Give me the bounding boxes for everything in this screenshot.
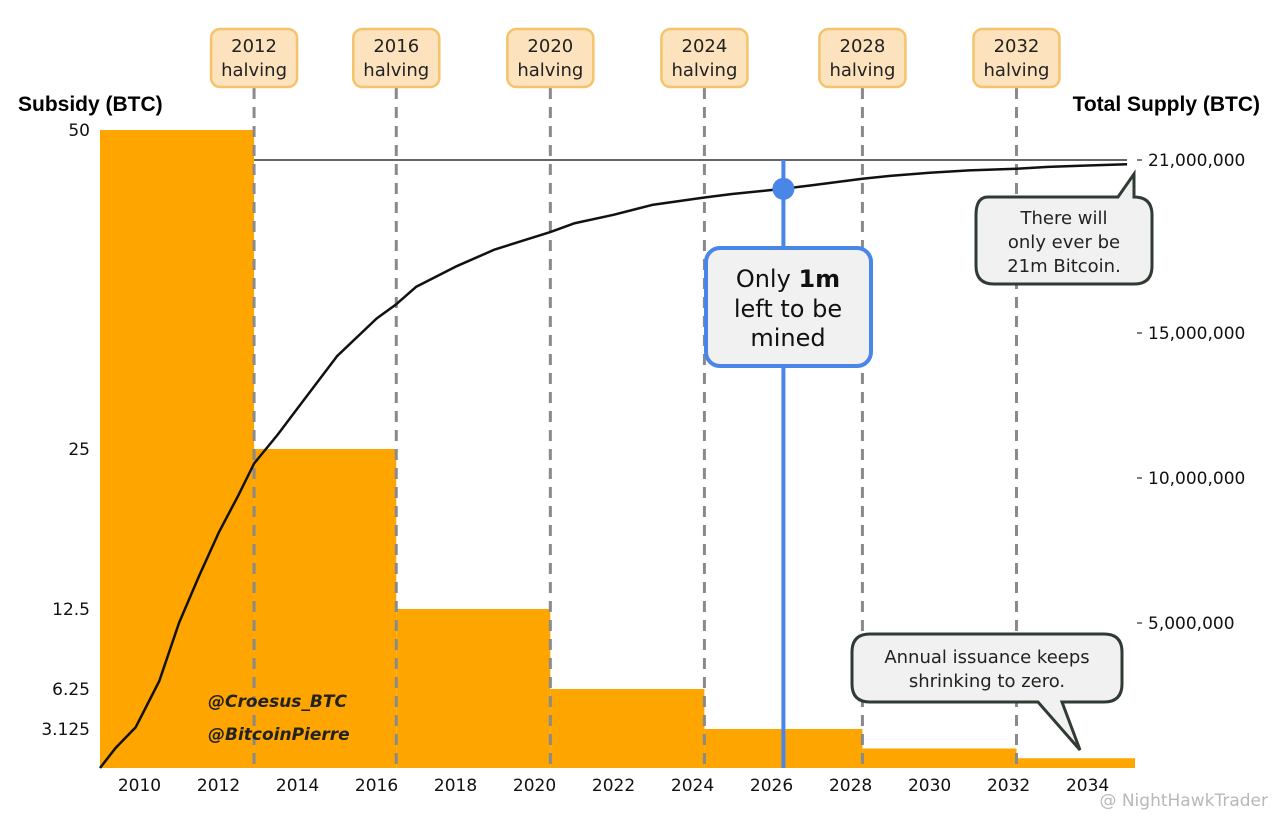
halving-word-2024: halving — [671, 60, 737, 81]
left-axis: 50 25 12.5 6.25 3.125 — [41, 121, 90, 740]
mined-callout-prefix: Only — [736, 265, 799, 293]
issuance-callout-line2: shrinking to zero. — [909, 671, 1065, 692]
halving-year-2020: 2020 — [527, 36, 573, 57]
credit-croesus: @Croesus_BTC — [208, 692, 347, 712]
mined-callout-line2: left to be — [734, 295, 842, 323]
mined-callout: Only 1m left to be mined — [704, 246, 873, 368]
issuance-callout-bubble — [850, 632, 1124, 751]
halving-word-2028: halving — [829, 60, 895, 81]
subsidy-bar-0 — [100, 130, 255, 768]
subsidy-bar-1 — [254, 449, 397, 768]
x-axis: 2010 2012 2014 2016 2018 2020 2022 2024 2026 2028… — [118, 776, 1109, 796]
halving-labels: 2012 halving 2016 halving 2020 halving 2024 hal… — [209, 27, 1061, 89]
right-tick-label-10,000,000: 10,000,000 — [1148, 469, 1245, 489]
halving-word-2020: halving — [517, 60, 583, 81]
halving-label-2032: 2032 halving — [972, 27, 1061, 89]
current-supply-dot — [772, 177, 795, 200]
issuance-callout: Annual issuance keeps shrinking to zero. — [850, 632, 1124, 751]
x-tick-label-2016: 2016 — [355, 776, 398, 796]
halving-label-2028: 2028 halving — [818, 27, 907, 89]
right-tick-label-15,000,000: 15,000,000 — [1148, 324, 1245, 344]
halving-label-2024: 2024 halving — [660, 27, 749, 89]
left-axis-title: Subsidy (BTC) — [18, 93, 163, 116]
halving-box-2016 — [352, 27, 441, 89]
halving-box-2028 — [818, 27, 907, 89]
left-tick-label-12.5: 12.5 — [52, 600, 90, 620]
left-tick-label-25: 25 — [68, 440, 90, 460]
halving-year-2016: 2016 — [373, 36, 419, 57]
supply-callout-bubble — [974, 169, 1154, 286]
svg-text:Only 1m: Only 1m — [736, 265, 840, 293]
halving-year-2012: 2012 — [231, 36, 277, 57]
halving-word-2016: halving — [363, 60, 429, 81]
supply-callout-line1: There will — [1019, 208, 1107, 229]
supply-callout-line2: only ever be — [1008, 232, 1120, 253]
subsidy-bar-2 — [396, 609, 551, 768]
x-tick-label-2026: 2026 — [750, 776, 793, 796]
x-tick-label-2014: 2014 — [276, 776, 319, 796]
right-tick-label-5,000,000: 5,000,000 — [1148, 614, 1235, 634]
x-tick-label-2010: 2010 — [118, 776, 161, 796]
left-tick-label-50: 50 — [68, 121, 90, 141]
halving-word-2012: halving — [221, 60, 287, 81]
halving-year-2028: 2028 — [840, 36, 886, 57]
halving-box-2012 — [209, 27, 299, 89]
x-tick-label-2032: 2032 — [987, 776, 1030, 796]
right-tick-label-21,000,000: 21,000,000 — [1148, 151, 1245, 171]
x-tick-label-2020: 2020 — [513, 776, 556, 796]
x-tick-label-2034: 2034 — [1066, 776, 1109, 796]
issuance-callout-line1: Annual issuance keeps — [884, 647, 1089, 668]
credit-bitcoinpierre: @BitcoinPierre — [208, 725, 350, 745]
x-tick-label-2024: 2024 — [671, 776, 714, 796]
halving-box-2024 — [660, 27, 749, 89]
subsidy-bar-3 — [550, 689, 705, 768]
subsidy-bar-6 — [1016, 758, 1135, 768]
total-supply-curve — [99, 163, 1128, 769]
supply-callout-line3: 21m Bitcoin. — [1007, 256, 1121, 277]
supply-callout: There will only ever be 21m Bitcoin. — [974, 169, 1154, 286]
mined-callout-bold: 1m — [798, 265, 840, 293]
halving-box-2032 — [972, 27, 1061, 89]
right-axis: 21,000,000 15,000,000 10,000,000 5,000,000 — [1137, 151, 1245, 634]
total-supply-line — [99, 163, 1128, 769]
x-tick-label-2030: 2030 — [908, 776, 951, 796]
halving-year-2024: 2024 — [682, 36, 728, 57]
watermark: @ NightHawkTrader — [1099, 791, 1268, 811]
halving-label-2020: 2020 halving — [506, 27, 595, 89]
right-axis-title: Total Supply (BTC) — [1073, 93, 1260, 116]
halving-year-2032: 2032 — [994, 36, 1040, 57]
x-tick-label-2028: 2028 — [829, 776, 872, 796]
x-tick-label-2018: 2018 — [434, 776, 477, 796]
halving-label-2012: 2012 halving — [209, 27, 299, 89]
left-tick-label-3.125: 3.125 — [41, 720, 90, 740]
halving-word-2032: halving — [984, 60, 1050, 81]
subsidy-bar-5 — [862, 748, 1017, 768]
halving-box-2020 — [506, 27, 595, 89]
halving-label-2016: 2016 halving — [352, 27, 441, 89]
x-tick-label-2012: 2012 — [197, 776, 240, 796]
x-tick-label-2022: 2022 — [592, 776, 635, 796]
mined-callout-line3: mined — [750, 324, 825, 352]
left-tick-label-6.25: 6.25 — [52, 680, 90, 700]
